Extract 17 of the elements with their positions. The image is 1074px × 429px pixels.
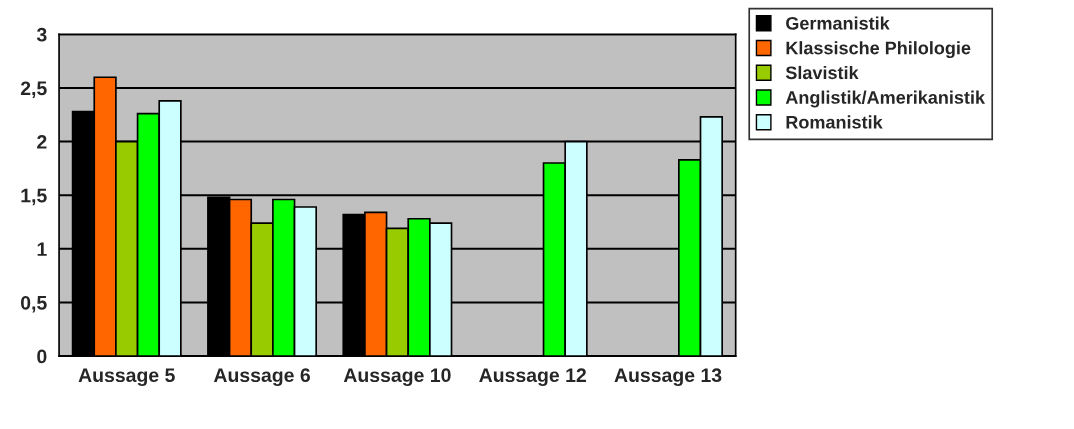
x-tick-label: Aussage 12 [479, 368, 586, 386]
y-tick-label: 3 [36, 27, 47, 42]
y-tick-label: 2,5 [20, 81, 47, 98]
legend-label: Klassische Philologie [786, 41, 971, 59]
legend-label: Germanistik [786, 16, 890, 30]
y-tick-label: 1 [37, 242, 47, 256]
x-tick-label: Aussage 13 [614, 368, 722, 386]
x-tick-label: Aussage 5 [78, 368, 175, 386]
legend-label: Slavistik [785, 65, 859, 80]
x-tick-label: Aussage 6 [213, 368, 310, 386]
legend-label: Anglistik/Amerikanistik [785, 90, 986, 108]
x-tick-label: Aussage 10 [343, 368, 451, 386]
legend-label: Romanistik [786, 115, 883, 129]
y-tick-label: 1,5 [21, 188, 47, 206]
y-tick-label: 0 [37, 349, 47, 364]
y-tick-label: 2 [37, 135, 47, 149]
y-tick-label: 0,5 [21, 295, 47, 313]
